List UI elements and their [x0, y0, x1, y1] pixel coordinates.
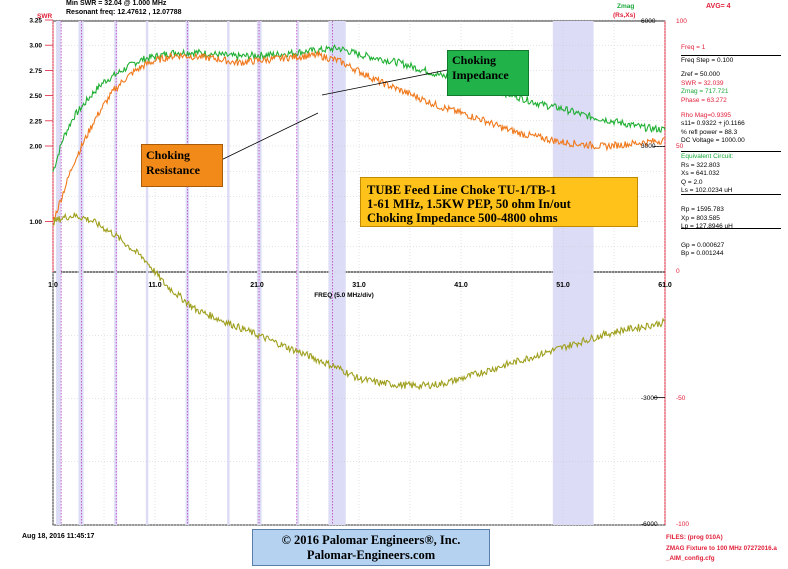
annotation-arrow-resistance — [216, 112, 319, 163]
rsxs-axis-label: (Rs,Xs) — [613, 12, 636, 19]
dc-voltage-readout: DC Voltage = 1000.00 — [681, 137, 745, 145]
band-region — [296, 21, 300, 525]
zmag-series-line — [52, 44, 666, 172]
refl-power-readout: % refl power = 88.3 — [681, 128, 738, 136]
copyright-line: © 2016 Palomar Engineers®, Inc. — [281, 533, 461, 547]
tick-labels: 1.0 11.0 21.0 31.0 41.0 51.0 61.0 FREQ (5.0 MHz… — [29, 18, 672, 300]
rs-readout: Rs = 322.803 — [681, 161, 720, 169]
tube-choke-spec-box: TUBE Feed Line Choke TU-1/TB-1 1-61 MHz,… — [360, 177, 638, 227]
x-tick-label: 41.0 — [454, 282, 468, 289]
min-swr-readout: Min SWR = 32.04 @ 1.000 MHz — [66, 0, 167, 7]
zref-readout: Zref = 50.000 — [681, 71, 720, 79]
rho-mag-readout: Rho Mag=0.9395 — [681, 111, 732, 119]
xp-readout: Xp = 803.585 — [681, 214, 720, 222]
choking-resistance-callout: Choking Resistance — [141, 144, 223, 187]
bp-readout: Bp = 0.001244 — [681, 250, 724, 258]
freq-readout: Freq = 1 — [681, 44, 706, 51]
side-divider-2 — [681, 151, 781, 152]
gp-readout: Gp = 0.000627 — [681, 241, 725, 249]
x-tick-label: 31.0 — [352, 282, 366, 289]
pct-neg100-label: -100 — [676, 521, 690, 528]
swr-tick-label: 2.00 — [29, 144, 42, 151]
zero-label: 0 — [676, 268, 680, 275]
x-tick-label: 1.0 — [48, 282, 58, 289]
ls-readout: Ls = 102.0234 uH — [681, 187, 733, 195]
band-region — [145, 21, 149, 525]
annotation-arrow-impedance — [321, 69, 448, 96]
rp-readout: Rp = 1595.783 — [681, 205, 724, 213]
side-divider-3 — [681, 194, 781, 195]
zmag-axis-label: Zmag — [617, 3, 635, 10]
freq-step-readout: Freq Step = 0.100 — [681, 56, 734, 64]
pct-100-label: 100 — [676, 18, 687, 25]
ohms-neg3000-label: -3000 — [641, 395, 658, 402]
swr-tick-label: 3.00 — [29, 43, 42, 50]
swr-readout: SWR = 32.039 — [681, 79, 724, 87]
callout-line: Choking — [146, 148, 191, 162]
avg-readout: AVG= 4 — [706, 3, 731, 10]
rs-series-line — [52, 49, 666, 222]
side-divider-1 — [681, 55, 781, 56]
spec-line: TUBE Feed Line Choke TU-1/TB-1 — [367, 183, 557, 197]
xs-readout: Xs = 641.032 — [681, 170, 720, 178]
website-line: Palomar-Engineers.com — [306, 548, 436, 562]
choking-impedance-callout: Choking Impedance — [447, 50, 529, 96]
callout-line: Choking — [452, 53, 497, 67]
x-tick-label: 21.0 — [250, 282, 264, 289]
band-region — [552, 21, 594, 525]
ohms-6000-label: 6000 — [641, 18, 656, 25]
ohms-3000-label: 3000 — [641, 143, 656, 150]
s11-readout: s11= 0.9322 + j0.1166 — [681, 120, 745, 128]
timestamp: Aug 18, 2016 11:45:17 — [22, 533, 95, 540]
band-region — [227, 21, 230, 525]
fixture-filename: ZMAG Fixture to 100 MHz 07272016.a — [666, 545, 777, 552]
band-marker-lines — [60, 21, 333, 525]
eq-circuit-heading: Equivalent Circuit: — [681, 152, 734, 160]
pct-50-label: 50 — [676, 143, 684, 150]
phase-readout: Phase = 63.272 — [681, 96, 727, 104]
swr-tick-label: 1.00 — [29, 219, 42, 226]
swr-tick-label: 2.25 — [29, 118, 42, 125]
x-axis-label: FREQ (5.0 MHz/div) — [314, 292, 374, 299]
xs-series-line — [52, 212, 665, 391]
spec-line: 1-61 MHz, 1.5KW PEP, 50 ohm In/out — [367, 197, 571, 211]
band-region — [56, 21, 62, 525]
swr-tick-label: 3.25 — [29, 18, 42, 25]
config-filename: _AIM_config.cfg — [666, 555, 715, 562]
swr-tick-label: 2.50 — [29, 93, 42, 100]
ham-band-regions — [56, 21, 594, 525]
band-region — [78, 21, 84, 525]
x-tick-label: 11.0 — [148, 282, 161, 289]
swr-axis-label: SWR — [37, 13, 53, 20]
files-label: FILES: (prog 010A) — [666, 534, 723, 541]
swr-tick-label: 2.75 — [29, 68, 42, 75]
ohms-neg6000-label: -6000 — [641, 521, 658, 528]
series-lines — [52, 44, 666, 391]
spec-line: Choking Impedance 500-4800 ohms — [367, 211, 558, 225]
side-panel: Freq = 1 Freq Step = 0.100 Zref = 50.000… — [681, 44, 745, 259]
q-readout: Q = 2.0 — [681, 178, 703, 186]
x-tick-label: 51.0 — [556, 282, 570, 289]
zmag-readout: Zmag = 717.721 — [681, 88, 729, 96]
copyright-box: © 2016 Palomar Engineers®, Inc. Palomar-… — [252, 529, 490, 566]
resonant-freq-readout: Resonant freq: 12.47612 , 12.07788 — [66, 9, 182, 16]
pct-neg50-label: -50 — [676, 395, 686, 402]
callout-line: Resistance — [146, 163, 200, 177]
x-tick-label: 61.0 — [658, 282, 672, 289]
band-region — [328, 21, 346, 525]
side-divider-4 — [681, 228, 781, 229]
band-region — [114, 21, 118, 525]
lp-readout: Lp = 127.8946 uH — [681, 223, 733, 231]
callout-line: Impedance — [452, 68, 509, 82]
